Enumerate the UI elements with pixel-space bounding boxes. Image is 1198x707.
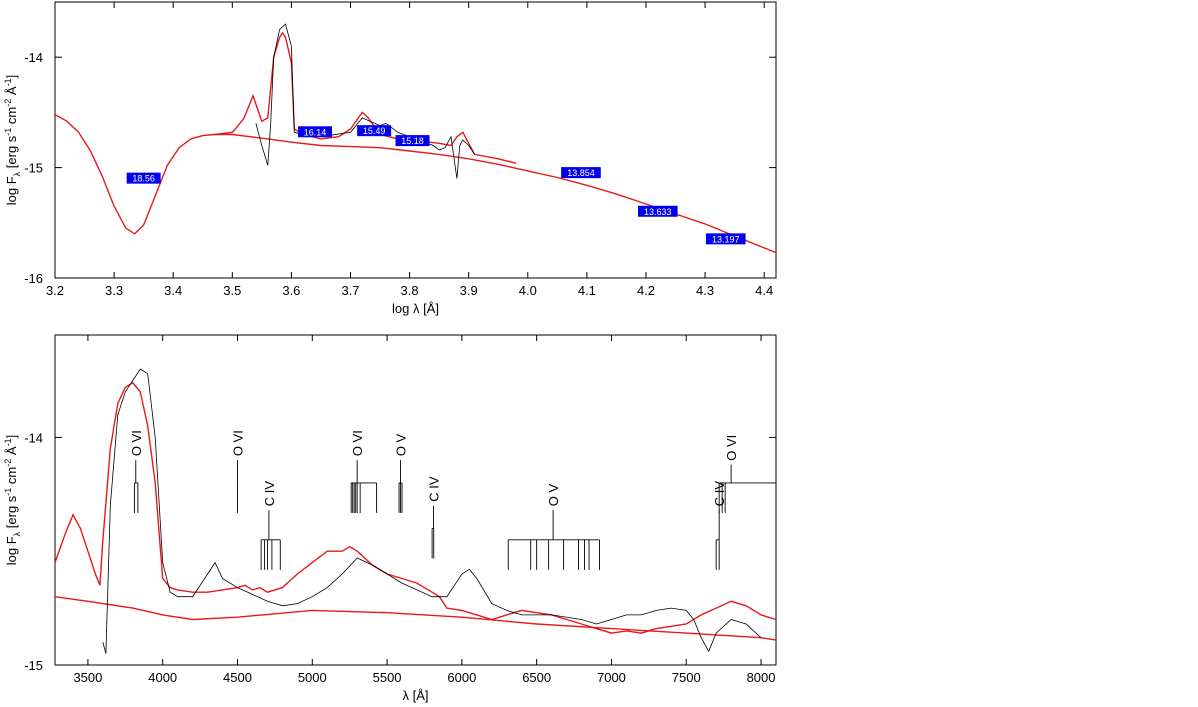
series-line-2 bbox=[55, 596, 776, 641]
plot-frame bbox=[54, 1, 777, 279]
x-tick-label: 4500 bbox=[223, 670, 252, 685]
x-tick-label: 3.6 bbox=[282, 283, 300, 298]
x-axis-label: log λ [Å] bbox=[392, 301, 439, 316]
x-tick-label: 6000 bbox=[447, 670, 476, 685]
label-box-bg bbox=[298, 126, 333, 138]
x-tick-label: 5500 bbox=[373, 670, 402, 685]
line-id-label: O V bbox=[546, 484, 561, 507]
x-tick-label: 4.4 bbox=[755, 283, 773, 298]
x-tick-label: 4.3 bbox=[696, 283, 714, 298]
y-tick-label: -14 bbox=[24, 430, 43, 445]
line-id-label: O VI bbox=[129, 430, 144, 456]
line-id-label: O VI bbox=[724, 435, 739, 461]
label-box-bg bbox=[395, 135, 430, 147]
label-box-text: 15.18 bbox=[401, 136, 424, 146]
temperature-label-box: 13.197 bbox=[705, 233, 746, 245]
x-tick-label: 3.7 bbox=[341, 283, 359, 298]
x-tick-label: 3.4 bbox=[164, 283, 182, 298]
x-tick-label: 7500 bbox=[672, 670, 701, 685]
label-box-text: 13.633 bbox=[644, 207, 672, 217]
label-box-text: 16.14 bbox=[304, 127, 327, 137]
line-identification: O VI bbox=[129, 430, 144, 513]
x-tick-label: 4.0 bbox=[519, 283, 537, 298]
label-box-bg bbox=[126, 172, 161, 184]
label-box-bg bbox=[561, 167, 601, 179]
y-tick-label: -15 bbox=[24, 161, 43, 176]
temperature-label-box: 13.854 bbox=[561, 167, 601, 179]
label-box-text: 13.197 bbox=[712, 234, 740, 244]
x-tick-label: 3.9 bbox=[460, 283, 478, 298]
x-axis-label: λ [Å] bbox=[402, 688, 428, 703]
line-identification: O VI bbox=[718, 435, 777, 513]
y-axis-label: log Fλ [erg s-1 cm-2 Å-1] bbox=[3, 75, 22, 205]
temperature-label-box: 13.633 bbox=[638, 205, 678, 217]
line-identification: C IV bbox=[426, 476, 441, 559]
line-id-label: O VI bbox=[230, 430, 245, 456]
temperature-label-box: 16.14 bbox=[298, 126, 333, 138]
series-line-1 bbox=[55, 381, 776, 634]
x-tick-label: 3.8 bbox=[401, 283, 419, 298]
y-tick-label: -14 bbox=[24, 50, 43, 65]
x-tick-label: 7000 bbox=[597, 670, 626, 685]
x-tick-label: 3.3 bbox=[105, 283, 123, 298]
line-id-label: C IV bbox=[262, 481, 277, 507]
line-identification: C IV bbox=[712, 481, 727, 570]
y-tick-label: -15 bbox=[24, 658, 43, 673]
label-box-text: 13.854 bbox=[567, 168, 595, 178]
series-line-3 bbox=[102, 368, 762, 654]
x-tick-label: 4.2 bbox=[637, 283, 655, 298]
label-box-bg bbox=[357, 125, 392, 137]
x-tick-label: 4000 bbox=[148, 670, 177, 685]
x-tick-label: 4.1 bbox=[578, 283, 596, 298]
temperature-label-box: 15.18 bbox=[395, 135, 430, 147]
line-identification: C IV bbox=[260, 481, 281, 570]
y-axis-label: log Fλ [erg s-1 cm-2 Å-1] bbox=[3, 435, 22, 565]
line-id-label: O VI bbox=[350, 430, 365, 456]
line-identification: O VI bbox=[350, 430, 378, 513]
label-box-text: 18.56 bbox=[132, 174, 155, 184]
series-line-2 bbox=[214, 31, 517, 164]
line-id-label: O V bbox=[394, 433, 409, 456]
temperature-label-box: 18.56 bbox=[126, 172, 161, 184]
label-box-bg bbox=[705, 233, 746, 245]
temperature-label-box: 15.49 bbox=[357, 125, 392, 137]
x-tick-label: 5000 bbox=[298, 670, 327, 685]
line-id-label: C IV bbox=[712, 481, 727, 507]
x-tick-label: 3.2 bbox=[46, 283, 64, 298]
label-box-bg bbox=[638, 205, 678, 217]
y-tick-label: -16 bbox=[24, 271, 43, 286]
x-tick-label: 3500 bbox=[73, 670, 102, 685]
line-id-label: C IV bbox=[426, 476, 441, 502]
bottom-panel-lambda: 3500 4000 4500 5000 5500 6000 6500 7000 7500 8000… bbox=[3, 334, 777, 703]
x-tick-label: 6500 bbox=[522, 670, 551, 685]
x-tick-label: 8000 bbox=[747, 670, 776, 685]
series-line-1 bbox=[55, 113, 776, 254]
label-box-text: 15.49 bbox=[363, 126, 386, 136]
line-identification: O V bbox=[394, 433, 409, 513]
x-tick-label: 3.5 bbox=[223, 283, 241, 298]
top-panel-log-lambda: 3.2 3.3 3.4 3.5 3.6 3.7 3.8 3.9 4.0 4.1 4.2 4.3 4.4 -… bbox=[3, 1, 777, 316]
line-identification: O VI bbox=[230, 430, 245, 513]
line-identification: O V bbox=[507, 484, 600, 570]
